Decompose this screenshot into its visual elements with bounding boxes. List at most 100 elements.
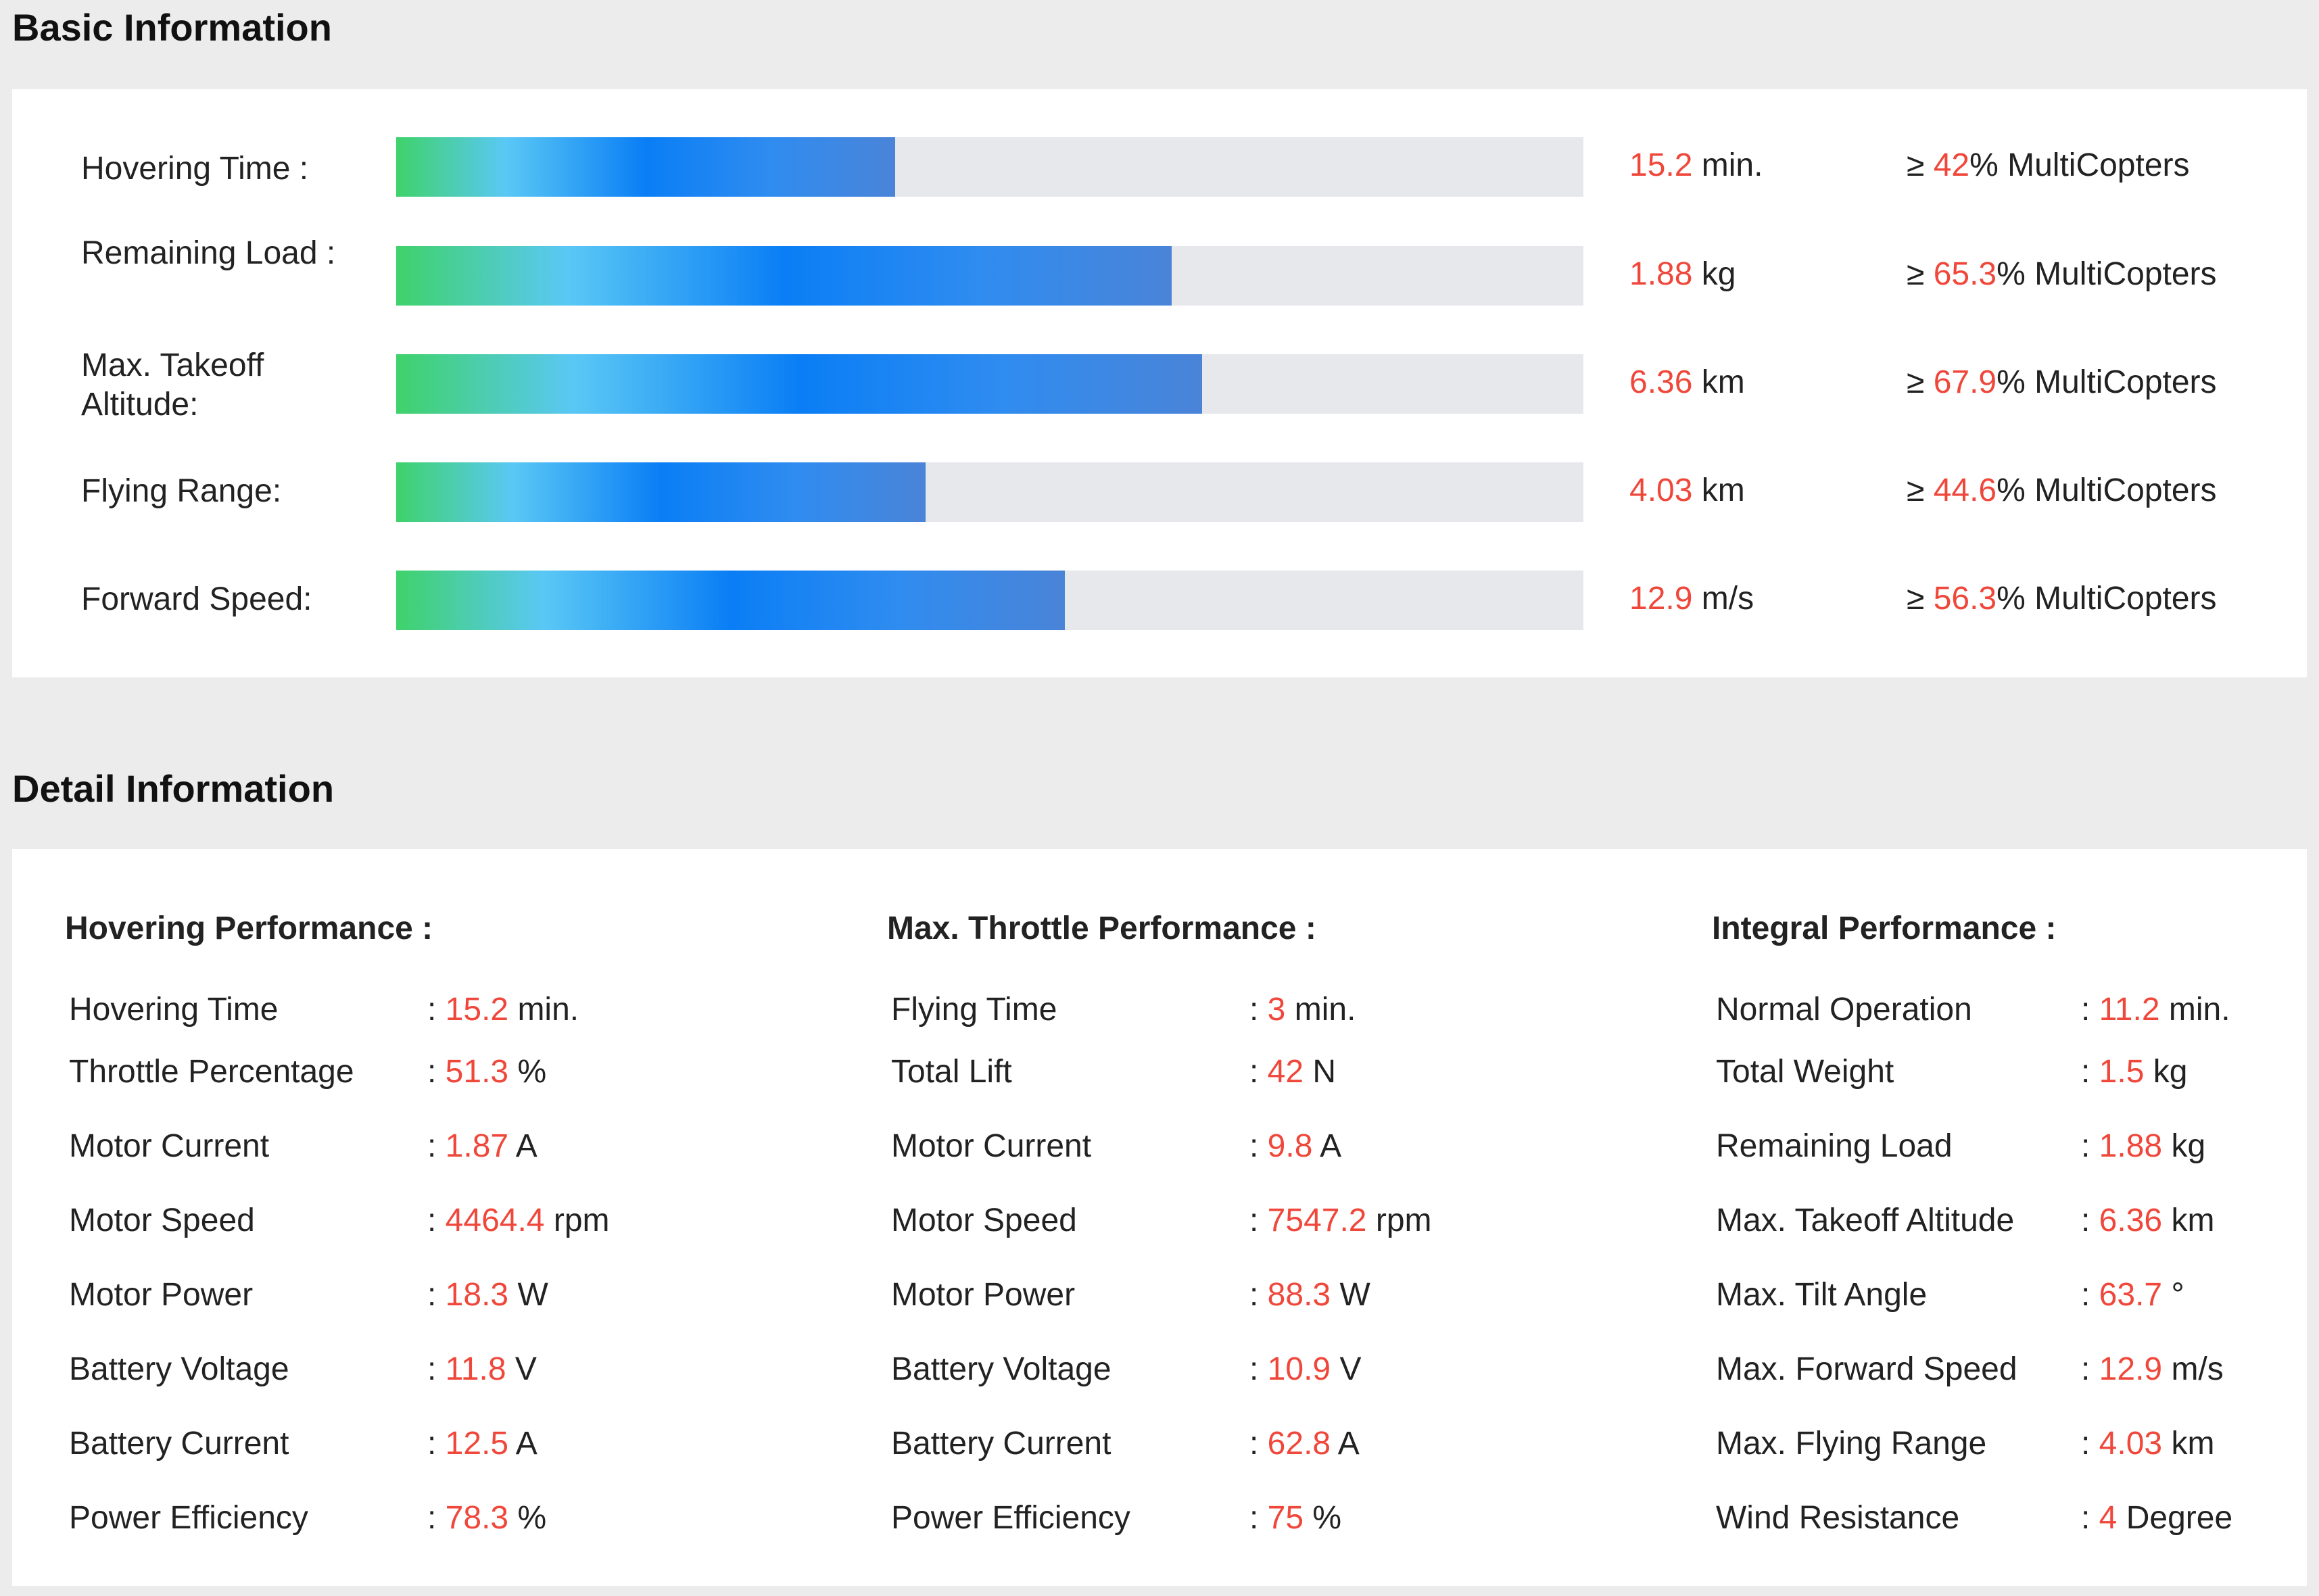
bar-fill	[396, 137, 895, 197]
value-unit: kg	[2153, 1054, 2188, 1090]
detail-value: : 4464.4 rpm	[427, 1203, 610, 1238]
detail-value: : 12.5 A	[427, 1426, 537, 1461]
detail-label: Total Lift	[891, 1054, 1012, 1090]
detail-label: Throttle Percentage	[69, 1054, 354, 1090]
value-unit: A	[1337, 1426, 1360, 1461]
detail-label: Normal Operation	[1716, 992, 1972, 1027]
value-unit: %	[517, 1500, 547, 1536]
integral-performance-column: Integral Performance : Normal Operation:…	[1712, 849, 2319, 1586]
value-number: 12.9	[1629, 581, 1693, 616]
value-number: 3	[1267, 992, 1286, 1027]
detail-label: Battery Current	[69, 1426, 289, 1461]
detail-label: Motor Speed	[69, 1203, 255, 1238]
value-unit: km	[1701, 364, 1745, 400]
value-unit: min.	[517, 992, 579, 1027]
value-unit: m/s	[2171, 1351, 2224, 1387]
detail-label: Max. Flying Range	[1716, 1426, 1987, 1461]
detail-label: Motor Power	[891, 1277, 1076, 1313]
compare-percent: 44.6	[1933, 473, 1997, 508]
bar-value: 4.03 km	[1629, 472, 1745, 509]
detail-value: : 7547.2 rpm	[1249, 1203, 1432, 1238]
bar-row-max-takeoff-altitude: Max. Takeoff Altitude: 6.36 km ≥ 67.9% M…	[12, 347, 2307, 422]
value-unit: %	[517, 1054, 547, 1090]
bar-fill	[396, 246, 1172, 306]
value-number: 63.7	[2099, 1277, 2163, 1313]
value-number: 51.3	[445, 1054, 509, 1090]
value-number: 1.88	[1629, 256, 1693, 292]
detail-label: Battery Voltage	[891, 1351, 1111, 1387]
value-unit: km	[2171, 1203, 2215, 1238]
column-title: Max. Throttle Performance :	[887, 911, 1316, 946]
detail-value: : 15.2 min.	[427, 992, 579, 1027]
value-number: 1.5	[2099, 1054, 2145, 1090]
detail-label: Motor Speed	[891, 1203, 1077, 1238]
detail-value: : 1.5 kg	[2081, 1054, 2188, 1090]
value-unit: rpm	[553, 1203, 610, 1238]
detail-label: Max. Tilt Angle	[1716, 1277, 1928, 1313]
ge-symbol: ≥	[1907, 147, 1925, 183]
detail-value: : 1.87 A	[427, 1128, 537, 1164]
detail-label: Flying Time	[891, 992, 1057, 1027]
bar-label: Max. Takeoff Altitude:	[81, 347, 264, 422]
bar-label: Flying Range:	[81, 473, 282, 509]
bar-track	[396, 354, 1583, 414]
value-unit: Degree	[2126, 1500, 2233, 1536]
ge-symbol: ≥	[1907, 581, 1925, 616]
detail-label: Motor Current	[891, 1128, 1092, 1164]
detail-value: : 1.88 kg	[2081, 1128, 2206, 1164]
value-unit: %	[1312, 1500, 1342, 1536]
column-title: Integral Performance :	[1712, 911, 2057, 946]
compare-suffix: % MultiCopters	[1997, 473, 2217, 508]
basic-information-panel: Hovering Time : 15.2 min. ≥ 42% MultiCop…	[12, 89, 2307, 677]
value-unit: km	[1701, 473, 1745, 508]
detail-label: Battery Current	[891, 1426, 1111, 1461]
detail-label: Motor Current	[69, 1128, 270, 1164]
value-unit: °	[2171, 1277, 2184, 1313]
value-number: 88.3	[1267, 1277, 1331, 1313]
value-number: 4464.4	[445, 1203, 545, 1238]
bar-row-forward-speed: Forward Speed: 12.9 m/s ≥ 56.3% MultiCop…	[12, 571, 2307, 631]
bar-label: Remaining Load :	[81, 235, 336, 271]
value-number: 10.9	[1267, 1351, 1331, 1387]
value-unit: min.	[2168, 992, 2230, 1027]
detail-information-panel: Hovering Performance : Hovering Time : 15…	[12, 849, 2307, 1586]
column-title: Hovering Performance :	[65, 911, 433, 946]
value-number: 15.2	[445, 992, 509, 1027]
value-number: 42	[1267, 1054, 1304, 1090]
bar-row-hovering-time: Hovering Time : 15.2 min. ≥ 42% MultiCop…	[12, 137, 2307, 198]
value-unit: V	[1339, 1351, 1362, 1387]
value-unit: kg	[1701, 256, 1736, 292]
value-unit: km	[2171, 1426, 2215, 1461]
bar-fill	[396, 462, 926, 522]
basic-information-title: Basic Information	[12, 6, 332, 49]
value-unit: min.	[1701, 147, 1763, 183]
bar-fill	[396, 354, 1203, 414]
bar-fill	[396, 571, 1065, 630]
value-number: 9.8	[1267, 1128, 1313, 1164]
detail-label: Power Efficiency	[69, 1500, 308, 1536]
detail-value: : 88.3 W	[1249, 1277, 1370, 1313]
compare-percent: 42	[1933, 147, 1970, 183]
bar-track	[396, 571, 1583, 630]
detail-label: Max. Forward Speed	[1716, 1351, 2017, 1387]
detail-value: : 10.9 V	[1249, 1351, 1362, 1387]
value-number: 62.8	[1267, 1426, 1331, 1461]
detail-label: Remaining Load	[1716, 1128, 1953, 1164]
ge-symbol: ≥	[1907, 473, 1925, 508]
value-number: 4.03	[2099, 1426, 2163, 1461]
bar-track	[396, 137, 1583, 197]
value-number: 75	[1267, 1500, 1304, 1536]
hovering-performance-column: Hovering Performance : Hovering Time : 15…	[65, 849, 842, 1586]
value-number: 11.8	[445, 1351, 506, 1387]
detail-value: : 51.3 %	[427, 1054, 547, 1090]
bar-compare: ≥ 42% MultiCopters	[1907, 147, 2190, 184]
detail-label: Total Weight	[1716, 1054, 1894, 1090]
value-number: 18.3	[445, 1277, 509, 1313]
max-throttle-performance-column: Max. Throttle Performance : Flying Time:…	[887, 849, 1665, 1586]
detail-label: Power Efficiency	[891, 1500, 1130, 1536]
bar-value: 6.36 km	[1629, 364, 1745, 401]
value-unit: kg	[2171, 1128, 2206, 1164]
compare-percent: 65.3	[1933, 256, 1997, 292]
value-number: 12.9	[2099, 1351, 2163, 1387]
detail-label: Hovering Time	[69, 992, 279, 1027]
